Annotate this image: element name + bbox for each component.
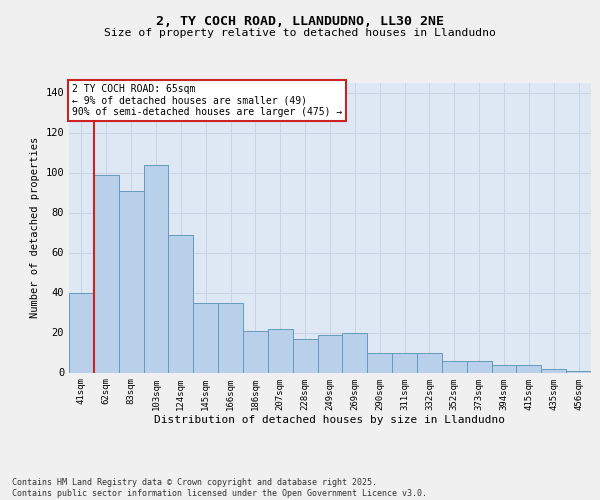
Bar	[94, 174, 119, 372]
Y-axis label: Number of detached properties: Number of detached properties	[30, 137, 40, 318]
Bar	[193, 302, 218, 372]
Bar	[343, 332, 367, 372]
Bar	[143, 164, 169, 372]
Bar	[566, 370, 591, 372]
Bar	[268, 328, 293, 372]
Bar	[119, 190, 143, 372]
X-axis label: Distribution of detached houses by size in Llandudno: Distribution of detached houses by size …	[155, 415, 505, 425]
Bar	[417, 352, 442, 372]
Text: Size of property relative to detached houses in Llandudno: Size of property relative to detached ho…	[104, 28, 496, 38]
Bar	[218, 302, 243, 372]
Bar	[69, 292, 94, 372]
Text: Contains HM Land Registry data © Crown copyright and database right 2025.
Contai: Contains HM Land Registry data © Crown c…	[12, 478, 427, 498]
Bar	[392, 352, 417, 372]
Bar	[442, 360, 467, 372]
Bar	[243, 330, 268, 372]
Bar	[491, 364, 517, 372]
Text: 2, TY COCH ROAD, LLANDUDNO, LL30 2NE: 2, TY COCH ROAD, LLANDUDNO, LL30 2NE	[156, 15, 444, 28]
Bar	[541, 368, 566, 372]
Bar	[317, 334, 343, 372]
Bar	[467, 360, 491, 372]
Bar	[517, 364, 541, 372]
Bar	[169, 234, 193, 372]
Text: 2 TY COCH ROAD: 65sqm
← 9% of detached houses are smaller (49)
90% of semi-detac: 2 TY COCH ROAD: 65sqm ← 9% of detached h…	[71, 84, 342, 117]
Bar	[293, 338, 317, 372]
Bar	[367, 352, 392, 372]
